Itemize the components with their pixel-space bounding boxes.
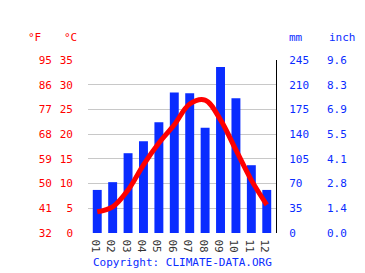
svg-text:30: 30 <box>60 79 73 92</box>
svg-text:0.0: 0.0 <box>327 227 347 240</box>
svg-text:5.5: 5.5 <box>327 128 347 141</box>
svg-text:2.8: 2.8 <box>327 177 347 190</box>
svg-text:10: 10 <box>227 240 240 253</box>
svg-text:15: 15 <box>60 153 73 166</box>
svg-text:175: 175 <box>289 103 309 116</box>
svg-text:140: 140 <box>289 128 309 141</box>
svg-text:8.3: 8.3 <box>327 79 347 92</box>
svg-text:10: 10 <box>60 177 73 190</box>
svg-text:0: 0 <box>289 227 296 240</box>
svg-text:Copyright: CLIMATE-DATA.ORG: Copyright: CLIMATE-DATA.ORG <box>93 256 272 269</box>
svg-text:32: 32 <box>39 227 52 240</box>
svg-text:09: 09 <box>212 240 225 253</box>
svg-text:25: 25 <box>60 103 73 116</box>
svg-text:245: 245 <box>289 54 309 67</box>
svg-text:01: 01 <box>89 240 102 253</box>
svg-text:210: 210 <box>289 79 309 92</box>
svg-text:12: 12 <box>258 240 271 253</box>
svg-text:77: 77 <box>39 103 52 116</box>
svg-text:mm: mm <box>289 31 303 44</box>
svg-text:50: 50 <box>39 177 52 190</box>
svg-text:06: 06 <box>166 240 179 253</box>
svg-text:68: 68 <box>39 128 52 141</box>
svg-text:04: 04 <box>135 240 148 254</box>
svg-text:11: 11 <box>243 240 256 253</box>
svg-text:105: 105 <box>289 153 309 166</box>
svg-text:inch: inch <box>329 31 356 44</box>
svg-text:°F: °F <box>28 31 41 44</box>
svg-text:0: 0 <box>66 227 73 240</box>
svg-text:35: 35 <box>289 202 302 215</box>
svg-text:9.6: 9.6 <box>327 54 347 67</box>
svg-text:6.9: 6.9 <box>327 103 347 116</box>
svg-text:4.1: 4.1 <box>327 153 347 166</box>
svg-text:5: 5 <box>66 202 73 215</box>
svg-text:°C: °C <box>64 31 77 44</box>
svg-text:41: 41 <box>39 202 52 215</box>
svg-text:35: 35 <box>60 54 73 67</box>
svg-text:1.4: 1.4 <box>327 202 347 215</box>
svg-text:03: 03 <box>120 240 133 253</box>
svg-text:86: 86 <box>39 79 52 92</box>
svg-text:95: 95 <box>39 54 52 67</box>
svg-text:20: 20 <box>60 128 73 141</box>
svg-text:05: 05 <box>150 240 163 253</box>
svg-text:02: 02 <box>104 240 117 253</box>
svg-text:07: 07 <box>181 240 194 253</box>
svg-text:59: 59 <box>39 153 52 166</box>
svg-text:70: 70 <box>289 177 302 190</box>
svg-text:08: 08 <box>197 240 210 253</box>
